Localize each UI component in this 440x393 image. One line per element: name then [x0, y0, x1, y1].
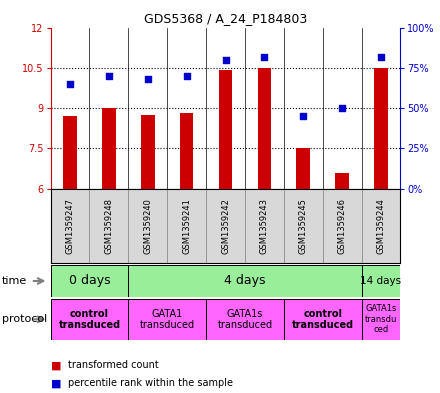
- Bar: [128, 299, 206, 340]
- Text: ■: ■: [51, 378, 61, 388]
- Bar: [128, 265, 362, 297]
- Text: percentile rank within the sample: percentile rank within the sample: [68, 378, 233, 388]
- Bar: [362, 265, 400, 297]
- Text: GSM1359241: GSM1359241: [182, 198, 191, 254]
- Bar: [51, 189, 89, 263]
- Bar: [245, 189, 284, 263]
- Bar: [219, 70, 232, 189]
- Bar: [63, 116, 77, 189]
- Bar: [206, 189, 245, 263]
- Text: 4 days: 4 days: [224, 274, 266, 288]
- Point: [378, 53, 385, 60]
- Text: GSM1359243: GSM1359243: [260, 198, 269, 254]
- Text: GATA1s
transdu
ced: GATA1s transdu ced: [365, 305, 397, 334]
- Bar: [297, 148, 310, 189]
- Point: [183, 73, 190, 79]
- Bar: [374, 68, 388, 189]
- Text: 0 days: 0 days: [69, 274, 110, 288]
- Bar: [257, 68, 271, 189]
- Text: control
transduced: control transduced: [292, 309, 354, 330]
- Bar: [284, 189, 323, 263]
- Point: [66, 81, 73, 87]
- Text: GSM1359248: GSM1359248: [104, 198, 114, 254]
- Point: [106, 73, 113, 79]
- Bar: [323, 189, 362, 263]
- Text: GSM1359246: GSM1359246: [337, 198, 347, 254]
- Title: GDS5368 / A_24_P184803: GDS5368 / A_24_P184803: [144, 12, 307, 25]
- Point: [144, 76, 151, 82]
- Bar: [167, 189, 206, 263]
- Bar: [335, 173, 349, 189]
- Bar: [141, 115, 154, 189]
- Text: transformed count: transformed count: [68, 360, 159, 371]
- Text: GSM1359247: GSM1359247: [66, 198, 74, 254]
- Text: GATA1
transduced: GATA1 transduced: [139, 309, 195, 330]
- Bar: [89, 189, 128, 263]
- Bar: [284, 299, 362, 340]
- Bar: [51, 299, 128, 340]
- Text: 14 days: 14 days: [360, 276, 402, 286]
- Bar: [362, 189, 400, 263]
- Text: GSM1359244: GSM1359244: [377, 198, 385, 254]
- Point: [300, 113, 307, 119]
- Text: GSM1359240: GSM1359240: [143, 198, 152, 254]
- Text: control
transduced: control transduced: [59, 309, 121, 330]
- Text: time: time: [2, 276, 27, 286]
- Bar: [51, 265, 128, 297]
- Point: [339, 105, 346, 111]
- Bar: [206, 299, 284, 340]
- Bar: [128, 189, 167, 263]
- Text: ■: ■: [51, 360, 61, 371]
- Text: GSM1359245: GSM1359245: [299, 198, 308, 254]
- Point: [222, 57, 229, 63]
- Text: protocol: protocol: [2, 314, 48, 324]
- Text: GATA1s
transduced: GATA1s transduced: [217, 309, 272, 330]
- Bar: [180, 114, 194, 189]
- Bar: [362, 299, 400, 340]
- Point: [261, 53, 268, 60]
- Text: GSM1359242: GSM1359242: [221, 198, 230, 254]
- Bar: [102, 108, 116, 189]
